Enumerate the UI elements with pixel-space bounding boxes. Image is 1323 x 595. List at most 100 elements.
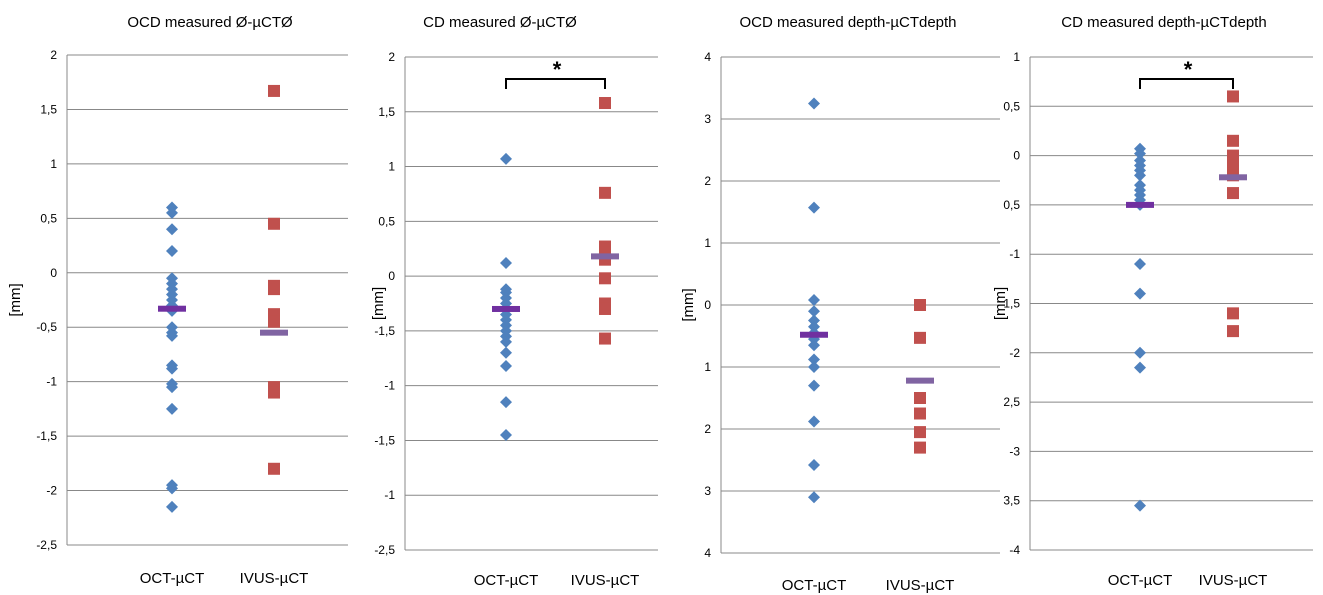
y-tick-label: 1,5 [40,102,57,116]
y-tick-label: 1,5 [378,105,395,119]
y-tick-label: -2,5 [374,543,395,557]
data-point-square [268,386,280,399]
y-axis-label: [mm] [370,287,387,320]
x-category-label: IVUS-µCT [1199,572,1268,589]
data-point-diamond [166,329,178,342]
y-tick-label: 0 [704,298,711,312]
data-point-square [1227,149,1239,162]
data-point-diamond [1134,287,1146,300]
data-point-square [1227,307,1239,320]
significance-star: * [1184,57,1193,82]
data-point-diamond [500,396,512,409]
mean-marker [906,377,934,384]
mean-marker [1219,174,1247,181]
data-point-diamond [808,314,820,327]
data-point-diamond [1134,346,1146,359]
y-tick-label: 1,5 [1003,297,1020,311]
y-tick-label: 0 [388,269,395,283]
mean-marker [1126,201,1154,208]
data-point-diamond [1134,361,1146,374]
y-tick-label: 1 [388,160,395,174]
data-point-square [1227,187,1239,200]
y-tick-label: 3,5 [1003,494,1020,508]
data-point-diamond [166,402,178,415]
data-point-diamond [808,379,820,392]
data-point-diamond [500,152,512,165]
data-point-square [599,186,611,199]
y-tick-label: -1,5 [374,433,395,447]
y-tick-label: -1 [46,375,57,389]
y-tick-label: 4 [704,546,711,560]
data-point-square [268,283,280,296]
data-point-diamond [166,482,178,495]
chart-panel-4: CD measured depth-µCTdepth 1 0,5 0 0,5 -1 1,5 -… [992,14,1313,589]
y-tick-label: 1 [704,236,711,250]
data-point-diamond [166,381,178,394]
y-tick-label: 1 [704,360,711,374]
chart-panel-1: OCD measured Ø-µCTØ 2 1,5 1 0,5 0 -0,5 -1 -1,5 -2… [7,14,348,587]
data-point-diamond [166,245,178,257]
data-point-diamond [808,339,820,352]
significance-bracket [1139,78,1234,89]
data-point-diamond [166,362,178,375]
data-point-square [599,272,611,285]
chart-title: OCD measured depth-µCTdepth [739,14,956,31]
mean-marker [492,305,520,312]
data-point-diamond [166,206,178,219]
y-tick-label: 0,5 [40,211,57,225]
data-point-diamond [808,415,820,428]
y-tick-label: 0,5 [378,214,395,228]
data-point-square [914,441,926,454]
data-point-square [599,97,611,110]
data-point-square [914,392,926,404]
significance-star: * [553,57,562,82]
mean-marker [260,329,288,336]
x-category-label: OCT-µCT [474,572,538,589]
y-tick-label: -2,5 [36,538,57,552]
y-axis-label: [mm] [992,287,1009,320]
data-point-square [1227,134,1239,147]
y-tick-label: -1,5 [36,429,57,443]
y-tick-label: -1,5 [374,324,395,338]
mean-marker [800,331,828,338]
data-point-diamond [500,428,512,441]
data-point-diamond [166,500,178,513]
y-tick-label: 2 [704,174,711,188]
data-point-diamond [808,491,820,504]
data-point-square [914,299,926,311]
y-tick-label: -1 [384,488,395,502]
y-tick-label: 2,5 [1003,395,1020,409]
y-tick-label: -1 [1009,247,1020,261]
data-point-diamond [1134,169,1146,182]
data-point-diamond [500,359,512,372]
y-tick-label: 2 [704,422,711,436]
y-axis-label: [mm] [680,288,697,321]
significance-bracket [505,78,606,89]
chart-panel-2: CD measured Ø-µCTØ 2 1,5 1 0,5 0 -1,5 -1 -1,5 -1 -… [370,14,658,589]
data-point-square [914,331,926,344]
data-point-diamond [808,201,820,214]
data-point-diamond [808,97,820,110]
x-category-label: IVUS-µCT [240,570,309,587]
data-point-square [268,217,280,230]
y-tick-label: 0 [50,266,57,280]
chart-title: CD measured depth-µCTdepth [1061,14,1266,31]
data-point-diamond [808,458,820,471]
x-category-label: OCT-µCT [782,577,846,594]
x-category-label: IVUS-µCT [886,577,955,594]
y-tick-label: 3 [704,112,711,126]
y-axis-label: [mm] [7,283,24,316]
y-tick-label: 3 [704,484,711,498]
data-point-diamond [808,361,820,373]
y-tick-label: 0 [1013,149,1020,163]
data-point-square [1227,325,1239,338]
data-point-square [1227,159,1239,172]
y-tick-label: -1 [384,379,395,393]
chart-panel-3: OCD measured depth-µCTdepth 4 3 2 1 0 1 2 3 4 [mm]… [680,14,1000,594]
data-point-diamond [1134,499,1146,512]
data-point-square [599,332,611,345]
y-tick-label: 4 [704,50,711,64]
y-tick-label: 0,5 [1003,198,1020,212]
x-category-label: IVUS-µCT [571,572,640,589]
data-point-square [268,315,280,328]
